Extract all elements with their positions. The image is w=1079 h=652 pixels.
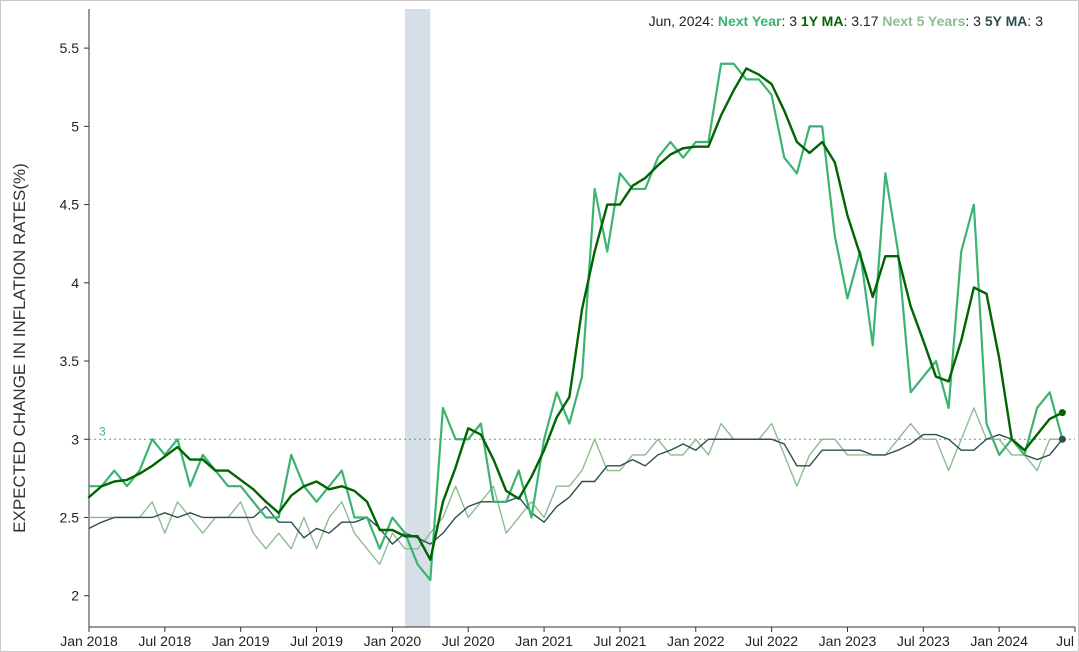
y-tick-label: 3.5 xyxy=(60,353,80,369)
y-tick-label: 5 xyxy=(71,118,79,134)
y-tick-label: 5.5 xyxy=(60,40,80,56)
legend-5y-ma-name: 5Y MA xyxy=(985,13,1028,29)
x-tick-label: Jul 2023 xyxy=(897,633,950,649)
legend-1y-ma-name: 1Y MA xyxy=(801,13,844,29)
legend-separator: : xyxy=(710,13,718,29)
1y-ma-end-marker xyxy=(1058,409,1066,417)
next-year-line xyxy=(87,62,1064,582)
x-tick-label: Jul 2021 xyxy=(593,633,646,649)
y-axis-label: EXPECTED CHANGE IN INFLATION RATES(%) xyxy=(10,163,29,533)
5y-ma-end-marker xyxy=(1058,435,1066,443)
x-tick-label: Jul 2022 xyxy=(745,633,798,649)
y-tick-label: 4 xyxy=(71,275,79,291)
legend: Jun, 2024: Next Year: 3 1Y MA: 3.17 Next… xyxy=(649,13,1044,29)
legend-next-year-value: : 3 xyxy=(781,13,800,29)
legend-date: Jun, 2024 xyxy=(649,13,711,29)
x-tick-label: Jan 2018 xyxy=(60,633,118,649)
x-tick-label: Jan 2019 xyxy=(212,633,270,649)
next-5-years-line xyxy=(88,407,1064,566)
y-tick-label: 4.5 xyxy=(60,197,80,213)
x-tick-label: Jul 2018 xyxy=(138,633,191,649)
x-tick-label: Jul 2020 xyxy=(442,633,495,649)
recession-shading xyxy=(405,9,431,627)
x-tick-label: Jan 2023 xyxy=(819,633,877,649)
legend-1y-ma-value: : 3.17 xyxy=(843,13,882,29)
legend-next-5-years-name: Next 5 Years xyxy=(882,13,965,29)
x-tick-label: Jan 2024 xyxy=(970,633,1028,649)
x-tick-label: Jul xyxy=(1056,633,1074,649)
legend-next-5-years-value: : 3 xyxy=(965,13,984,29)
x-tick-label: Jan 2021 xyxy=(515,633,573,649)
x-tick-label: Jul 2019 xyxy=(290,633,343,649)
y-tick-label: 2.5 xyxy=(60,509,80,525)
legend-next-year-name: Next Year xyxy=(718,13,782,29)
1y-ma-line xyxy=(87,67,1064,561)
reference-line-label: 3 xyxy=(99,424,106,438)
x-tick-label: Jan 2022 xyxy=(667,633,725,649)
legend-5y-ma-value: : 3 xyxy=(1027,13,1043,29)
y-tick-label: 2 xyxy=(71,588,79,604)
5y-ma-line xyxy=(88,433,1064,545)
x-tick-label: Jan 2020 xyxy=(364,633,422,649)
y-tick-label: 3 xyxy=(71,431,79,447)
